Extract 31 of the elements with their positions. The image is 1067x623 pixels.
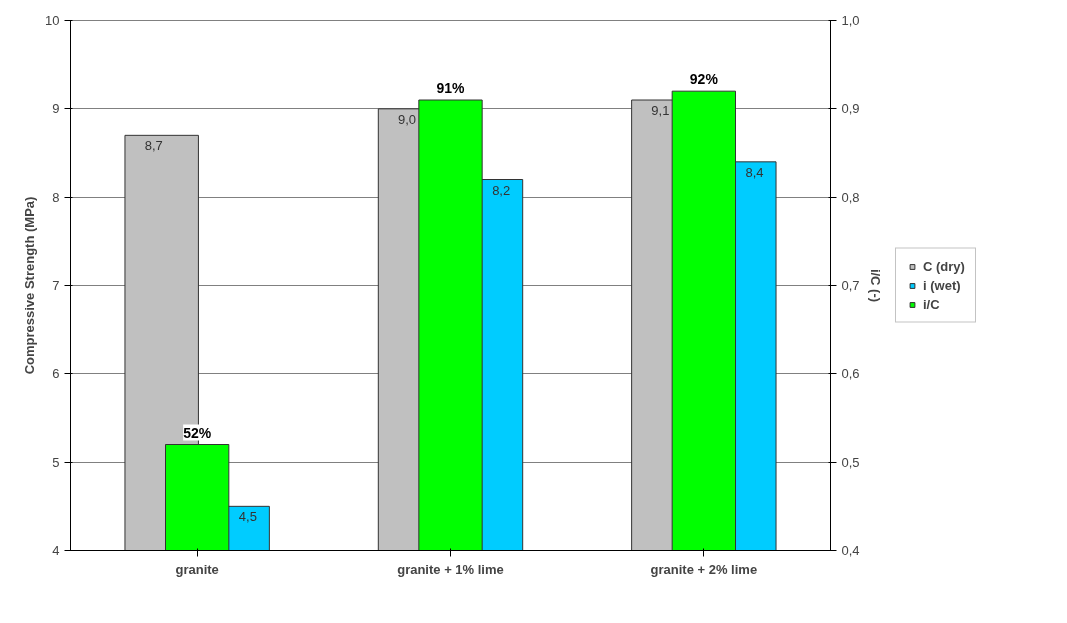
data-label: 8,7 <box>144 138 163 154</box>
x-tick-label: granite + 2% lime <box>650 561 758 577</box>
y-tick-label: 5 <box>52 454 60 470</box>
legend-label: C (dry) <box>923 258 965 274</box>
y2-tick-label: 0,6 <box>841 366 860 382</box>
x-tick-label: granite <box>175 561 219 577</box>
y2-axis-title: i/C (-) <box>867 268 883 303</box>
y-axis-title: Compressive Strength (MPa) <box>22 196 38 375</box>
y-tick-label: 10 <box>45 13 60 28</box>
y2-tick-label: 0,9 <box>841 101 860 117</box>
y2-tick-label: 0,4 <box>841 543 860 558</box>
legend-label: i (wet) <box>923 277 961 293</box>
data-label: 4,5 <box>238 509 257 525</box>
y2-tick-label: 1,0 <box>841 13 860 28</box>
y-tick-label: 6 <box>52 366 60 382</box>
y2-tick-label: 0,8 <box>841 189 860 205</box>
data-label: 52% <box>183 424 212 441</box>
data-label: 8,4 <box>745 164 764 180</box>
y-tick-label: 9 <box>52 101 60 117</box>
legend-label: i/C <box>923 296 941 312</box>
data-label: 91% <box>436 80 466 96</box>
data-label: 92% <box>689 71 719 88</box>
y-tick-label: 8 <box>52 189 60 205</box>
data-label: 9,1 <box>651 103 670 118</box>
x-tick-label: granite + 1% lime <box>397 561 504 577</box>
data-label: 8,2 <box>492 182 511 198</box>
y-tick-label: 4 <box>52 543 60 558</box>
y-tick-label: 7 <box>52 278 60 293</box>
y2-tick-label: 0,7 <box>841 278 860 293</box>
y2-tick-label: 0,5 <box>841 454 860 470</box>
data-label: 9,0 <box>398 111 417 127</box>
